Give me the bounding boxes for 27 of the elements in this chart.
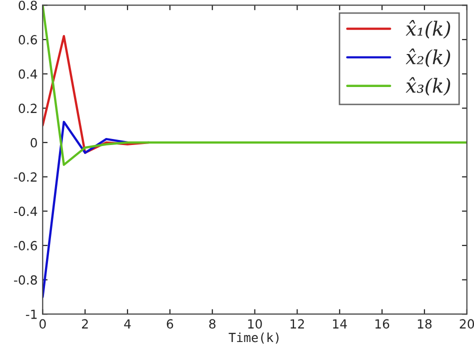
x-tick-label: 2 (82, 319, 88, 328)
x-tick-label: 16 (375, 319, 390, 329)
x-tick-label: 20 (460, 319, 474, 329)
x-tick-label: 6 (166, 319, 174, 329)
x-tick-label: 4 (124, 319, 131, 328)
y-tick-label: 0.4 (18, 69, 38, 79)
legend-label: x̂₁(k) (406, 20, 450, 39)
y-tick-label: -1 (26, 310, 37, 319)
legend-label: x̂₃(k) (406, 77, 450, 96)
y-tick-label: 0.8 (18, 0, 37, 10)
y-tick-label: 0 (30, 138, 37, 148)
y-tick-label: -0.2 (14, 172, 37, 182)
y-tick-label: 0.2 (18, 104, 37, 114)
line-series (42, 120, 129, 298)
x-tick-label: 0 (40, 319, 46, 329)
x-tick-label: 14 (333, 319, 347, 328)
x-tick-label: 18 (418, 319, 432, 329)
x-tick-label: 8 (209, 319, 216, 329)
x-axis-title: Time(k) (228, 332, 279, 344)
x-tick-label: 12 (290, 319, 304, 328)
y-tick-label: -0.4 (14, 206, 38, 216)
y-tick-label: 0.6 (18, 35, 38, 44)
y-tick-label: -0.8 (14, 275, 37, 285)
legend-label: x̂₂(k) (406, 48, 450, 68)
x-tick-label: 10 (248, 319, 262, 329)
line-series (42, 35, 150, 154)
y-tick-label: -0.6 (14, 240, 38, 250)
